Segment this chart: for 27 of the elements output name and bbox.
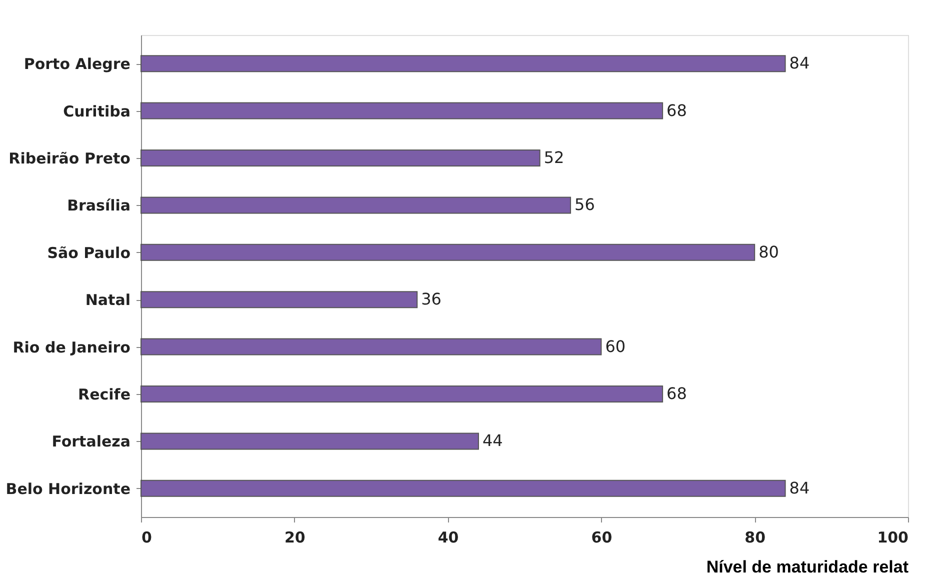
y-tick-label: Recife <box>78 386 130 404</box>
y-tick-label: Rio de Janeiro <box>12 338 130 356</box>
data-label: 36 <box>421 290 442 309</box>
x-axis-title: Nível de maturidade relat <box>706 558 909 576</box>
x-tick-label: 100 <box>877 528 908 546</box>
data-label: 84 <box>789 478 810 498</box>
data-label: 68 <box>666 384 687 403</box>
x-tick-label: 80 <box>744 528 766 546</box>
y-tick-label: Fortaleza <box>52 432 130 451</box>
y-tick-label: Porto Alegre <box>24 55 130 74</box>
data-label: 44 <box>482 431 503 450</box>
y-tick-label: Curitiba <box>63 102 130 120</box>
data-label: 68 <box>666 100 687 120</box>
data-label: 52 <box>544 148 564 167</box>
x-tick-label: 40 <box>438 528 459 546</box>
data-label: 84 <box>789 54 810 73</box>
data-label: 60 <box>605 336 626 356</box>
x-tick-label: 60 <box>591 528 612 546</box>
x-tick-label: 0 <box>142 528 152 546</box>
data-label: 80 <box>758 242 779 262</box>
y-tick-label: Natal <box>85 291 130 310</box>
y-tick-label: São Paulo <box>47 244 130 262</box>
y-tick-label: Belo Horizonte <box>6 480 130 498</box>
y-tick-label: Brasília <box>67 196 130 215</box>
x-tick-label: 20 <box>284 528 306 546</box>
y-tick-label: Ribeirão Preto <box>8 150 130 168</box>
data-label: 56 <box>574 195 595 214</box>
